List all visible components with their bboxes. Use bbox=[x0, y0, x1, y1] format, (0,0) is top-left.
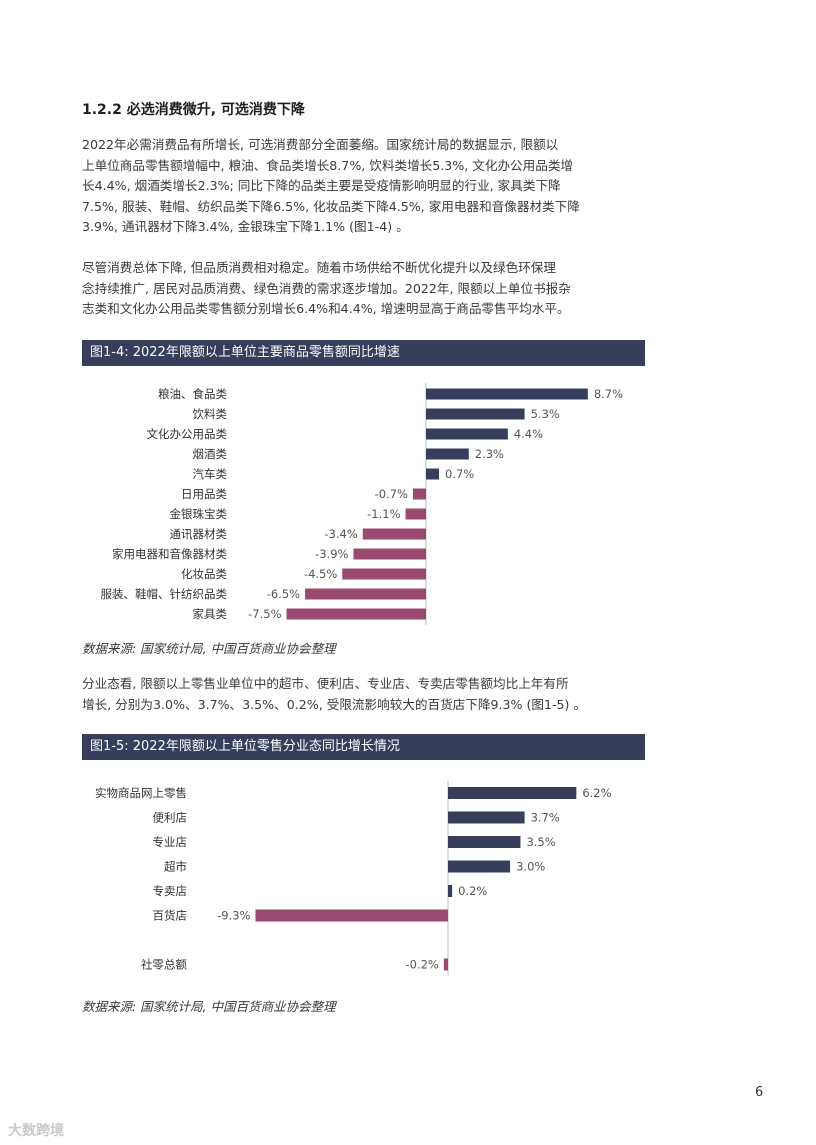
data-label: 3.5% bbox=[526, 835, 555, 849]
category-label: 金银珠宝类 bbox=[170, 507, 228, 521]
category-label: 服装、鞋帽、针纺织品类 bbox=[101, 587, 228, 601]
data-label: -7.5% bbox=[248, 607, 281, 621]
data-label: 0.7% bbox=[445, 467, 474, 481]
paragraph-line: 7.5%, 服装、鞋帽、纺织品类下降6.5%, 化妆品类下降4.5%, 家用电器… bbox=[82, 198, 580, 214]
bar bbox=[448, 836, 521, 848]
figure-1-4-title: 图1-4: 2022年限额以上单位主要商品零售额同比增速 bbox=[82, 340, 645, 366]
bar bbox=[286, 608, 426, 620]
category-label: 饮料类 bbox=[193, 407, 228, 421]
bar bbox=[443, 958, 448, 971]
figure-1-5-title: 图1-5: 2022年限额以上单位零售分业态同比增长情况 bbox=[82, 734, 645, 760]
bar bbox=[448, 885, 453, 897]
bar bbox=[426, 468, 440, 480]
data-label: -4.5% bbox=[304, 567, 337, 581]
watermark-logo: 大数跨境 bbox=[8, 1123, 64, 1139]
paragraph-line: 志类和文化办公用品类零售额分别增长6.4%和4.4%, 增速明显高于商品零售平均… bbox=[82, 301, 570, 316]
paragraph-3: 分业态看, 限额以上零售业单位中的超市、便利店、专业店、专卖店零售额均比上年有所… bbox=[82, 674, 662, 715]
bar bbox=[255, 909, 448, 922]
category-label: 粮油、食品类 bbox=[158, 387, 227, 401]
category-label: 社零总额 bbox=[141, 958, 187, 972]
data-label: 3.7% bbox=[531, 811, 560, 825]
category-label: 超市 bbox=[164, 860, 187, 874]
figure-1-4-chart: 粮油、食品类 8.7% 饮料类 5.3% 文化办公用品类 4.4% 烟酒类 2.3% 汽车类 0.… bbox=[101, 383, 623, 625]
data-label: 4.4% bbox=[514, 427, 543, 441]
data-label: -0.2% bbox=[405, 958, 438, 972]
category-label: 便利店 bbox=[153, 811, 188, 825]
category-label: 家用电器和音像器材类 bbox=[112, 547, 227, 561]
bar bbox=[426, 408, 525, 420]
bar bbox=[448, 860, 511, 873]
paragraph-line: 长4.4%, 烟酒类增长2.3%; 同比下降的品类主要是受疫情影响明显的行业, … bbox=[82, 178, 561, 193]
bar bbox=[412, 488, 426, 500]
paragraph-line: 上单位商品零售额增幅中, 粮油、食品类增长8.7%, 饮料类增长5.3%, 文化… bbox=[82, 157, 574, 173]
paragraph-line: 分业态看, 限额以上零售业单位中的超市、便利店、专业店、专卖店零售额均比上年有所 bbox=[82, 676, 569, 691]
data-label: -9.3% bbox=[217, 909, 250, 923]
category-label: 百货店 bbox=[153, 909, 188, 923]
paragraph-line: 2022年必需消费品有所增长, 可选消费部分全面萎缩。国家统计局的数据显示, 限… bbox=[82, 137, 559, 152]
category-label: 专卖店 bbox=[153, 884, 188, 898]
bar bbox=[426, 428, 508, 440]
data-label: 3.0% bbox=[516, 860, 545, 874]
data-label: 6.2% bbox=[582, 786, 611, 800]
bar bbox=[448, 787, 577, 799]
category-label: 日用品类 bbox=[181, 487, 227, 501]
data-label: 8.7% bbox=[594, 387, 623, 401]
data-label: 0.2% bbox=[458, 884, 487, 898]
category-label: 专业店 bbox=[153, 835, 188, 849]
bar bbox=[305, 588, 426, 600]
figure-1-4-source: 数据来源: 国家统计局, 中国百货商业协会整理 bbox=[82, 641, 336, 656]
category-label: 化妆品类 bbox=[181, 567, 227, 581]
category-label: 文化办公用品类 bbox=[147, 427, 228, 441]
paragraph-line: 3.9%, 通讯器材下降3.4%, 金银珠宝下降1.1% (图1-4) 。 bbox=[82, 219, 409, 234]
category-label: 汽车类 bbox=[193, 467, 228, 481]
category-label: 烟酒类 bbox=[193, 447, 228, 461]
data-label: 2.3% bbox=[475, 447, 504, 461]
figure-1-5-source: 数据来源: 国家统计局, 中国百货商业协会整理 bbox=[82, 999, 336, 1014]
section-heading: 1.2.2 必选消费微升, 可选消费下降 bbox=[82, 102, 305, 118]
paragraph-1: 2022年必需消费品有所增长, 可选消费部分全面萎缩。国家统计局的数据显示, 限… bbox=[82, 135, 662, 238]
category-label: 通讯器材类 bbox=[170, 527, 228, 541]
figure-1-5-chart: 实物商品网上零售 6.2% 便利店 3.7% 专业店 3.5% 超市 3.0% 专卖店 0.2% 百… bbox=[95, 781, 612, 977]
bar bbox=[342, 568, 426, 580]
category-label: 实物商品网上零售 bbox=[95, 786, 187, 800]
data-label: -3.9% bbox=[315, 547, 348, 561]
bar bbox=[426, 388, 588, 400]
data-label: -1.1% bbox=[367, 507, 400, 521]
data-label: 5.3% bbox=[531, 407, 560, 421]
data-label: -0.7% bbox=[375, 487, 408, 501]
data-label: -6.5% bbox=[267, 587, 300, 601]
paragraph-line: 增长, 分别为3.0%、3.7%、3.5%、0.2%, 受限流影响较大的百货店下… bbox=[82, 696, 587, 712]
data-label: -3.4% bbox=[324, 527, 357, 541]
category-label: 家具类 bbox=[193, 607, 228, 621]
page-number: 6 bbox=[755, 1085, 764, 1100]
paragraph-2: 尽管消费总体下降, 但品质消费相对稳定。随着市场供给不断优化提升以及绿色环保理 … bbox=[82, 258, 662, 320]
bar bbox=[426, 448, 469, 460]
bar bbox=[353, 548, 426, 560]
bar bbox=[448, 811, 525, 824]
bar bbox=[405, 508, 426, 520]
paragraph-line: 念持续推广, 居民对品质消费、绿色消费的需求逐步增加。2022年, 限额以上单位… bbox=[82, 280, 571, 296]
paragraph-line: 尽管消费总体下降, 但品质消费相对稳定。随着市场供给不断优化提升以及绿色环保理 bbox=[82, 260, 556, 275]
bar bbox=[362, 528, 426, 540]
